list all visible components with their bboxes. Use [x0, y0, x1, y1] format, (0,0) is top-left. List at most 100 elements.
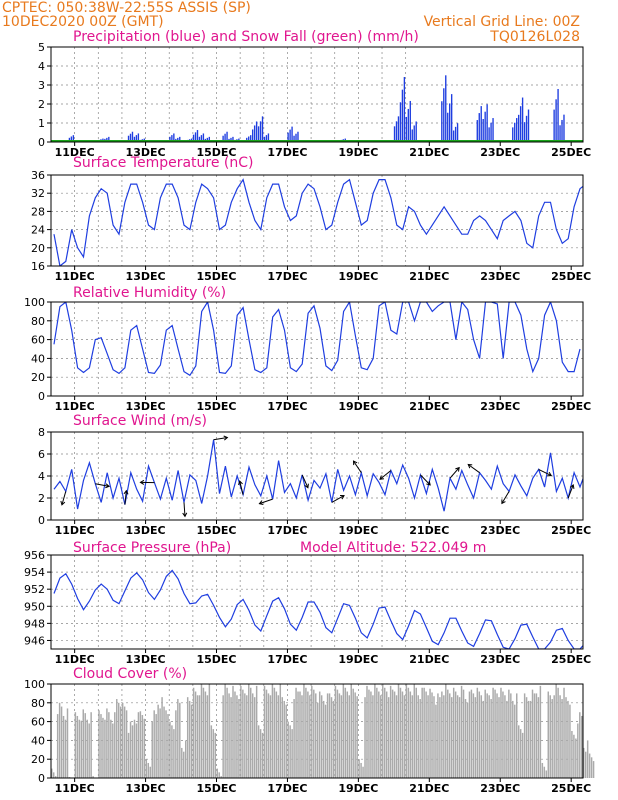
cloud-bar	[324, 704, 327, 778]
cloud-bar	[291, 729, 293, 778]
precip-bar	[516, 118, 518, 142]
cloud-title: Cloud Cover (%)	[73, 666, 187, 682]
cloud-bar	[82, 709, 84, 778]
cloud-bar	[330, 697, 333, 778]
cloud-bar	[380, 695, 382, 778]
cloud-bar	[421, 687, 423, 778]
cloud-bar	[427, 695, 429, 778]
y-tick-label: 0	[38, 514, 45, 527]
x-tick-label: 17DEC	[267, 524, 307, 537]
plot-frame	[50, 174, 584, 267]
wind-arrow	[124, 490, 127, 505]
cloud-bar	[283, 700, 285, 778]
cloud-bar	[151, 721, 153, 778]
cloud-bar	[409, 691, 412, 778]
cloud-bar	[397, 684, 400, 778]
precip-bar	[206, 137, 209, 142]
x-tick-label: 21DEC	[409, 400, 449, 413]
cloud-bar	[514, 704, 516, 778]
cloud-bar	[299, 691, 301, 778]
wind-arrow	[538, 468, 552, 476]
y-tick-label: 40	[31, 352, 45, 365]
x-tick-label: 23DEC	[480, 653, 520, 666]
cloud-bar	[490, 699, 492, 778]
cloud-bar	[246, 695, 248, 778]
cloud-bar	[119, 706, 122, 778]
cloud-bar	[257, 725, 260, 778]
cloud-bar	[309, 695, 311, 778]
cloud-bar	[289, 725, 291, 778]
cloud-bar	[545, 770, 548, 778]
precip-bar	[208, 136, 210, 142]
precip-bar	[559, 125, 561, 142]
cloud-bar	[212, 729, 215, 778]
cloud-bar	[525, 697, 528, 778]
precip-bar	[415, 121, 417, 142]
cloud-bar	[486, 693, 488, 778]
precip-bar	[251, 129, 254, 142]
cloud-bar	[76, 715, 79, 778]
cloud-bar	[529, 700, 532, 778]
x-tick-label: 23DEC	[480, 270, 520, 283]
precip-bar	[555, 99, 557, 142]
wind-arrow-head	[258, 500, 264, 505]
cloud-bar	[139, 711, 142, 778]
temperature-title: Surface Temperature (nC)	[73, 155, 254, 171]
x-tick-label: 15DEC	[196, 400, 236, 413]
cloud-bar	[500, 687, 502, 778]
y-tick-label: 4	[38, 470, 45, 483]
cloud-bar	[340, 695, 343, 778]
cloud-bar	[238, 699, 240, 778]
cloud-bar	[356, 696, 358, 778]
cloud-bar	[190, 704, 193, 778]
cloud-bar	[60, 706, 63, 778]
cloud-bar	[547, 691, 550, 778]
precip-bar	[403, 77, 406, 142]
cloud-bar	[393, 691, 396, 778]
cloud-bar	[175, 710, 177, 778]
precip-bar	[248, 136, 250, 142]
cloud-bar	[419, 699, 421, 778]
cloud-bar	[161, 697, 163, 778]
cloud-bar	[443, 695, 445, 778]
header-location: CPTEC: 050:38W-22:55S ASSIS (SP)	[2, 0, 251, 16]
cloud-bar	[149, 766, 151, 778]
wind-arrow-head	[569, 484, 575, 489]
cloud-bar	[565, 697, 567, 778]
precip-bar	[194, 132, 197, 142]
cloud-bar	[322, 700, 325, 778]
wind-arrow-head	[501, 499, 506, 505]
wind-arrow-head	[547, 471, 553, 477]
x-tick-label: 13DEC	[126, 270, 166, 283]
cloud-bar	[192, 687, 195, 778]
y-tick-label: 100	[24, 678, 45, 691]
precip-bar	[519, 106, 522, 142]
cloud-bar	[342, 684, 345, 778]
precip-title: Precipitation (blue) and Snow Fall (gree…	[73, 29, 419, 45]
cloud-bar	[320, 695, 323, 778]
cloud-bar	[567, 700, 569, 778]
cloud-bar	[571, 731, 573, 778]
cloud-bar	[484, 689, 486, 778]
x-tick-label: 15DEC	[196, 524, 236, 537]
wind-arrow-head	[182, 512, 188, 518]
cloud-bar	[458, 697, 461, 778]
cloud-bar	[480, 695, 483, 778]
cloud-bar	[350, 684, 352, 778]
cloud-panel: 0 20 40 60 80 100 11DEC 13DEC 15DEC 17DEC 19DEC 21D…	[24, 678, 595, 795]
x-tick-label: 13DEC	[126, 400, 166, 413]
cloud-bar	[557, 687, 559, 778]
cloud-bar	[482, 700, 484, 778]
cloud-bar	[56, 714, 59, 778]
cloud-bar	[441, 691, 443, 778]
cloud-bar	[84, 713, 86, 778]
y-tick-label: 6	[38, 448, 45, 461]
y-tick-label: 100	[24, 296, 45, 309]
y-tick-label: 4	[38, 60, 45, 73]
cloud-bar	[506, 700, 508, 778]
header-date: 10DEC2020 00Z (GMT)	[2, 14, 164, 30]
x-tick-label: 21DEC	[409, 782, 449, 795]
wind-arrow-head	[352, 460, 358, 466]
precip-bar	[484, 111, 486, 142]
